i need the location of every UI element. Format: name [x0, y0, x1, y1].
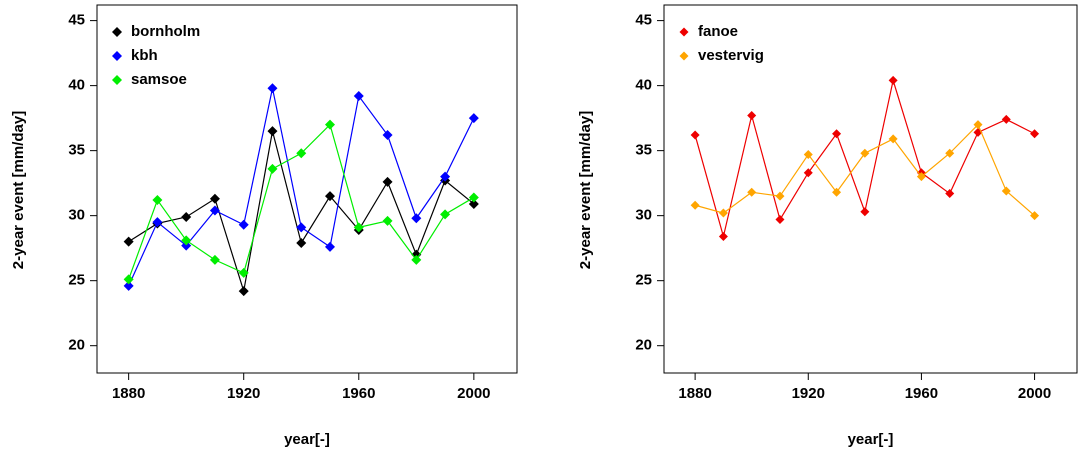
point — [775, 191, 785, 201]
y-tick-label: 45 — [68, 12, 85, 29]
x-axis-label: year[-] — [284, 431, 330, 448]
y-tick-label: 35 — [635, 142, 652, 159]
point — [181, 240, 192, 251]
y-tick-label: 30 — [635, 207, 652, 224]
point — [916, 172, 926, 182]
point — [888, 134, 898, 144]
y-tick-label: 25 — [68, 272, 85, 289]
point — [296, 222, 307, 233]
point — [1030, 129, 1040, 139]
point — [973, 120, 983, 130]
point — [718, 208, 728, 218]
legend-marker — [112, 51, 122, 61]
point — [238, 219, 249, 230]
point — [440, 209, 451, 220]
point — [468, 198, 479, 209]
y-tick-label: 20 — [635, 337, 652, 354]
legend-label: vestervig — [698, 47, 764, 64]
point — [690, 130, 700, 140]
y-tick-label: 25 — [635, 272, 652, 289]
point — [209, 193, 220, 204]
point — [181, 211, 192, 222]
y-tick-label: 30 — [68, 207, 85, 224]
point — [238, 267, 249, 278]
point — [945, 189, 955, 199]
point — [832, 187, 842, 197]
point — [440, 171, 451, 182]
point — [803, 168, 813, 178]
y-tick-label: 45 — [635, 12, 652, 29]
legend-marker — [679, 27, 689, 37]
x-tick-label: 1880 — [678, 385, 711, 402]
x-axis-label: year[-] — [848, 431, 894, 448]
x-tick-label: 1880 — [112, 385, 145, 402]
x-tick-label: 2000 — [1018, 385, 1051, 402]
point — [803, 150, 813, 160]
point — [718, 231, 728, 241]
point — [296, 237, 307, 248]
point — [1001, 186, 1011, 196]
point — [325, 119, 336, 130]
legend-marker — [112, 75, 122, 85]
point — [411, 254, 422, 265]
legend-label: kbh — [131, 47, 158, 64]
x-tick-label: 2000 — [457, 385, 490, 402]
point — [690, 200, 700, 210]
point — [468, 113, 479, 124]
point — [296, 148, 307, 159]
point — [775, 215, 785, 225]
y-tick-label: 20 — [68, 337, 85, 354]
point — [860, 207, 870, 217]
x-tick-label: 1960 — [342, 385, 375, 402]
point — [152, 217, 163, 228]
series-line — [128, 88, 475, 287]
y-axis-label: 2-year event [mm/day] — [10, 111, 27, 269]
plot-box — [96, 4, 518, 374]
legend-label: fanoe — [698, 23, 738, 40]
point — [123, 236, 134, 247]
plot-box — [663, 4, 1078, 374]
x-tick-label: 1920 — [227, 385, 260, 402]
legend-label: samsoe — [131, 71, 187, 88]
x-tick-label: 1960 — [905, 385, 938, 402]
point — [152, 195, 163, 206]
point — [1001, 114, 1011, 124]
y-axis-label: 2-year event [mm/day] — [577, 111, 594, 269]
y-tick-label: 40 — [68, 77, 85, 94]
point — [747, 111, 757, 121]
point — [860, 148, 870, 158]
y-tick-label: 35 — [68, 142, 85, 159]
point — [888, 75, 898, 85]
point — [382, 176, 393, 187]
point — [1030, 211, 1040, 221]
point — [353, 222, 364, 233]
point — [945, 148, 955, 158]
point — [209, 254, 220, 265]
series-line — [128, 123, 475, 280]
point — [181, 235, 192, 246]
point — [267, 126, 278, 137]
point — [382, 215, 393, 226]
point — [267, 83, 278, 94]
point — [832, 129, 842, 139]
point — [747, 187, 757, 197]
point — [411, 213, 422, 224]
legend-marker — [679, 51, 689, 61]
legend-marker — [112, 27, 122, 37]
point — [123, 274, 134, 285]
point — [267, 163, 278, 174]
point — [209, 205, 220, 216]
point — [325, 191, 336, 202]
point — [468, 192, 479, 203]
legend-label: bornholm — [131, 23, 200, 40]
point — [238, 286, 249, 297]
y-tick-label: 40 — [635, 77, 652, 94]
point — [382, 130, 393, 141]
point — [123, 280, 134, 291]
point — [325, 241, 336, 252]
x-tick-label: 1920 — [792, 385, 825, 402]
point — [353, 91, 364, 102]
